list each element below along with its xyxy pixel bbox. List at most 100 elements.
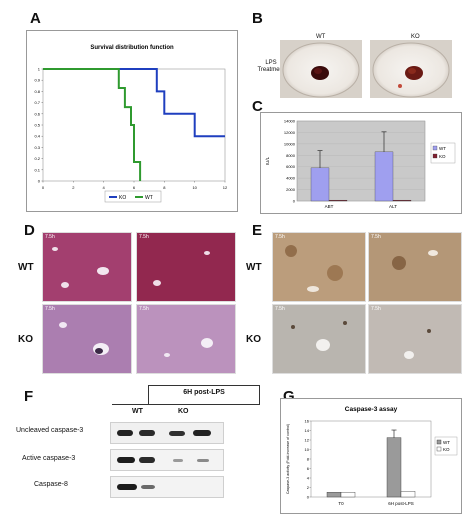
- chart-c-bar-ko: [328, 199, 348, 202]
- chart-c-legend-label: KO: [439, 154, 446, 159]
- panel-g-frame: Caspase-3 assay 0 2 4 6 8 10 12 14 16 Caspase-3 ac…: [280, 398, 462, 514]
- panel-c-frame: 0 2000 4000 6000 8000 10000 12000 14000 IU/L ABT A…: [260, 112, 462, 214]
- chart-c-ytick: 12000: [284, 130, 296, 135]
- histo-d-wt-right-label: 7.5h: [139, 234, 149, 240]
- chart-g-ytick: 6: [307, 466, 310, 471]
- chart-g-bar-ko: [340, 492, 356, 498]
- ihc-e-wt-left-label: 7.5h: [275, 234, 285, 240]
- lps-treatment-label: LPS Treatment: [257, 60, 285, 73]
- blot-ko-label: KO: [178, 408, 189, 415]
- ihc-e-wt-right: 7.5h: [368, 232, 462, 302]
- panel-d-ko-label: KO: [18, 334, 33, 345]
- chart-c-legend-label: WT: [439, 146, 446, 151]
- ihc-e-ko-left: 7.5h: [272, 304, 366, 374]
- ihc-e-wt-left: 7.5h: [272, 232, 366, 302]
- chart-g-ytick: 10: [305, 447, 310, 452]
- panel-label-e: E: [252, 222, 263, 239]
- liver-enzyme-chart: 0 2000 4000 6000 8000 10000 12000 14000 IU/L ABT A…: [265, 119, 456, 209]
- photo-ko-label: KO: [411, 34, 420, 40]
- chart-g-title: Caspase-3 assay: [345, 406, 398, 413]
- panel-label-d: D: [24, 222, 35, 239]
- photo-ko: [370, 40, 452, 98]
- chart-g-legend-swatch: [436, 439, 442, 445]
- histo-d-ko-left: 7.5h: [42, 304, 132, 374]
- histo-d-wt-left-image: [43, 233, 131, 301]
- photo-wt-dish: [280, 40, 362, 98]
- chart-a-ytick: 0.9: [34, 78, 40, 83]
- chart-g-ytick: 12: [305, 438, 310, 443]
- chart-a-ytick: 0.3: [34, 145, 40, 150]
- blot-wt-label: WT: [132, 408, 143, 415]
- chart-a-xtick: 0: [42, 185, 45, 190]
- chart-c-ytick: 6000: [286, 164, 296, 169]
- survival-chart: Survival distribution function 0 0.1 0.2 0.3…: [27, 31, 237, 211]
- chart-a-ytick: 1: [38, 67, 41, 72]
- chart-c-category-label: ALT: [389, 204, 397, 209]
- chart-a-xtick: 8: [163, 185, 166, 190]
- chart-g-plot-area: [310, 420, 432, 498]
- chart-a-ytick: 0.4: [34, 134, 40, 139]
- chart-c-ytick: 10000: [284, 141, 296, 146]
- blot-band-active: [110, 449, 224, 471]
- chart-c-ytick: 2000: [286, 187, 296, 192]
- blot-row-uncleaved: Uncleaved caspase-3: [16, 427, 84, 434]
- ihc-e-ko-left-image: [273, 305, 365, 373]
- chart-a-ytick: 0.7: [34, 100, 40, 105]
- panel-a-frame: Survival distribution function 0 0.1 0.2 0.3…: [26, 30, 238, 212]
- chart-a-xtick: 12: [223, 185, 228, 190]
- blot-band-caspase8: [110, 476, 224, 498]
- chart-g-legend-label: KO: [443, 447, 450, 452]
- chart-c-legend-swatch: [432, 145, 438, 151]
- chart-g-ytick: 14: [305, 428, 310, 433]
- chart-a-series-ko: [43, 68, 225, 138]
- histo-d-wt-left: 7.5h: [42, 232, 132, 302]
- chart-a-ytick: 0: [38, 179, 41, 184]
- chart-c-ytick: 0: [293, 199, 296, 204]
- ihc-e-ko-right-label: 7.5h: [371, 306, 381, 312]
- histo-d-ko-left-image: [43, 305, 131, 373]
- chart-c-bar-wt: [374, 151, 394, 202]
- blot-row-caspase8: Caspase-8: [34, 481, 68, 488]
- chart-g-legend-label: WT: [443, 440, 450, 445]
- chart-a-legend-label: WT: [145, 195, 153, 201]
- blot-header: 6H post-LPS: [183, 389, 225, 396]
- ihc-e-ko-left-label: 7.5h: [275, 306, 285, 312]
- photo-wt: [280, 40, 362, 98]
- photo-wt-label: WT: [316, 34, 326, 40]
- caspase-assay-chart: Caspase-3 assay 0 2 4 6 8 10 12 14 16 Caspase-3 ac…: [286, 406, 458, 506]
- ihc-e-wt-right-label: 7.5h: [371, 234, 381, 240]
- chart-c-ytick: 4000: [286, 176, 296, 181]
- panel-label-g: G: [283, 388, 295, 405]
- chart-a-title: Survival distribution function: [90, 45, 174, 51]
- chart-a-xtick: 2: [72, 185, 75, 190]
- chart-a-legend-label: KO: [119, 195, 126, 201]
- chart-c-ytick: 14000: [284, 119, 296, 124]
- ihc-e-ko-right: 7.5h: [368, 304, 462, 374]
- panel-e-ko-label: KO: [246, 334, 261, 345]
- panel-label-f: F: [24, 388, 34, 405]
- chart-c-ylabel: IU/L: [265, 156, 270, 165]
- histo-d-wt-right-image: [137, 233, 235, 301]
- chart-a-xtick: 4: [103, 185, 106, 190]
- histo-d-ko-right-label: 7.5h: [139, 306, 149, 312]
- blot-wt-line: [112, 404, 158, 405]
- chart-a-legend: [104, 190, 162, 203]
- chart-a-ytick: 0.2: [34, 156, 40, 161]
- chart-g-ytick: 8: [307, 457, 310, 462]
- chart-g-ytick: 4: [307, 476, 310, 481]
- ihc-e-wt-right-image: [369, 233, 461, 301]
- panel-d-wt-label: WT: [18, 262, 34, 273]
- chart-a-series-wt: [43, 68, 142, 181]
- blot-band-caspase8-image: [117, 484, 155, 490]
- chart-g-ytick: 0: [307, 495, 310, 500]
- blot-header-box: 6H post-LPS: [148, 385, 260, 405]
- chart-a-ytick: 0.6: [34, 111, 40, 116]
- chart-g-ylabel: Caspase-3 activity (Fold-increase of con…: [286, 424, 290, 494]
- panel-b-side-label-wrap: LPS Treatment: [250, 32, 290, 73]
- histo-d-ko-right-image: [137, 305, 235, 373]
- chart-g-bar-wt: [326, 492, 342, 498]
- chart-g-legend-swatch: [436, 446, 442, 452]
- chart-c-bar-ko: [392, 199, 412, 202]
- chart-g-bar-ko: [400, 491, 416, 498]
- chart-g-category-label: T0: [338, 501, 344, 506]
